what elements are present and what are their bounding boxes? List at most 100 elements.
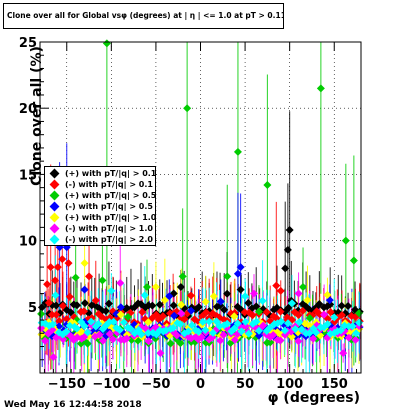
data-point xyxy=(262,308,271,317)
data-point xyxy=(351,335,360,344)
data-point xyxy=(285,226,294,235)
data-point xyxy=(144,329,153,338)
data-point xyxy=(51,276,60,285)
data-point xyxy=(183,104,192,113)
data-point xyxy=(194,327,203,336)
data-point xyxy=(236,263,245,272)
data-point xyxy=(323,290,332,299)
data-point xyxy=(46,263,55,272)
data-point xyxy=(341,236,350,245)
axes: −150 −100 −50 0 50 100 150 5 10 15 20 25 xyxy=(19,36,358,392)
data-point xyxy=(201,297,210,306)
data-point xyxy=(72,301,81,310)
y-tick-label: 25 xyxy=(19,36,37,51)
data-point xyxy=(178,272,187,281)
data-point xyxy=(122,303,131,312)
x-axis-title: φ (degrees) xyxy=(267,390,360,406)
data-point xyxy=(244,299,253,308)
data-point xyxy=(177,309,186,318)
data-point xyxy=(311,328,320,337)
data-point xyxy=(102,39,111,48)
data-point xyxy=(105,329,114,338)
data-point xyxy=(156,349,165,358)
data-point xyxy=(52,310,61,319)
data-point xyxy=(339,349,348,358)
data-point xyxy=(198,317,207,326)
data-point xyxy=(230,335,239,344)
data-point xyxy=(297,325,306,334)
data-point xyxy=(144,318,153,327)
legend-item: (+) with pT/|q| > 1.0 xyxy=(47,212,156,223)
data-point xyxy=(230,312,239,321)
data-point xyxy=(330,313,339,322)
data-point xyxy=(91,296,100,305)
data-point xyxy=(169,301,178,310)
data-point xyxy=(155,300,164,309)
data-point xyxy=(176,339,185,348)
data-point xyxy=(284,303,293,312)
data-point xyxy=(98,336,107,345)
data-point xyxy=(248,311,257,320)
data-point xyxy=(52,301,61,310)
data-point xyxy=(233,147,242,156)
data-point xyxy=(240,308,249,317)
data-point xyxy=(85,272,94,281)
data-point xyxy=(223,319,232,328)
data-point xyxy=(51,291,60,300)
data-point xyxy=(241,321,250,330)
data-point xyxy=(143,282,151,291)
y-axis-title: Clone over all (%) xyxy=(29,46,45,186)
legend-marker xyxy=(49,190,60,201)
data-point xyxy=(259,321,268,330)
data-point xyxy=(165,292,174,301)
data-point xyxy=(258,296,267,305)
legend-item: (-) with pT/|q| > 1.0 xyxy=(47,223,153,234)
x-tick-label: −100 xyxy=(92,377,130,392)
data-point xyxy=(277,317,286,326)
data-point xyxy=(201,326,210,335)
data-point xyxy=(202,308,211,317)
y-tick-label: 20 xyxy=(19,102,37,117)
data-point xyxy=(349,256,358,265)
data-point xyxy=(284,319,293,328)
data-point xyxy=(49,353,58,362)
data-point xyxy=(109,317,118,326)
x-tick-label: 50 xyxy=(236,377,254,392)
data-point xyxy=(144,337,153,346)
data-point xyxy=(209,328,218,337)
data-point xyxy=(187,321,196,330)
data-point xyxy=(241,292,250,301)
x-tick-label: −50 xyxy=(141,377,170,392)
data-point xyxy=(72,324,81,333)
data-point xyxy=(101,307,110,316)
y-tick-label: 5 xyxy=(28,301,37,316)
data-point xyxy=(166,339,175,348)
data-point xyxy=(116,278,125,287)
data-point xyxy=(233,269,242,278)
data-point xyxy=(187,306,196,315)
legend-label: (+) with pT/|q| > 1.0 xyxy=(65,213,157,222)
data-point xyxy=(95,330,104,339)
legend-label: (+) with pT/|q| > 0.1 xyxy=(65,169,157,178)
data-point xyxy=(233,319,242,328)
data-point xyxy=(294,311,303,320)
data-point xyxy=(160,296,169,305)
data-point xyxy=(80,285,89,294)
data-point xyxy=(244,329,253,338)
data-point xyxy=(64,259,73,268)
data-point xyxy=(352,329,361,338)
legend-marker xyxy=(49,168,60,179)
data-point xyxy=(276,307,285,316)
data-point xyxy=(197,333,206,342)
data-point xyxy=(230,324,239,333)
data-point xyxy=(283,245,292,254)
data-point xyxy=(58,301,67,310)
data-point xyxy=(43,280,52,289)
data-point xyxy=(281,264,290,273)
data-point xyxy=(58,255,67,264)
legend-item: (-) with pT/|q| > 2.0 xyxy=(47,234,153,245)
data-point xyxy=(241,317,250,326)
data-point xyxy=(41,336,50,345)
data-point xyxy=(236,285,245,294)
data-point xyxy=(158,312,167,321)
